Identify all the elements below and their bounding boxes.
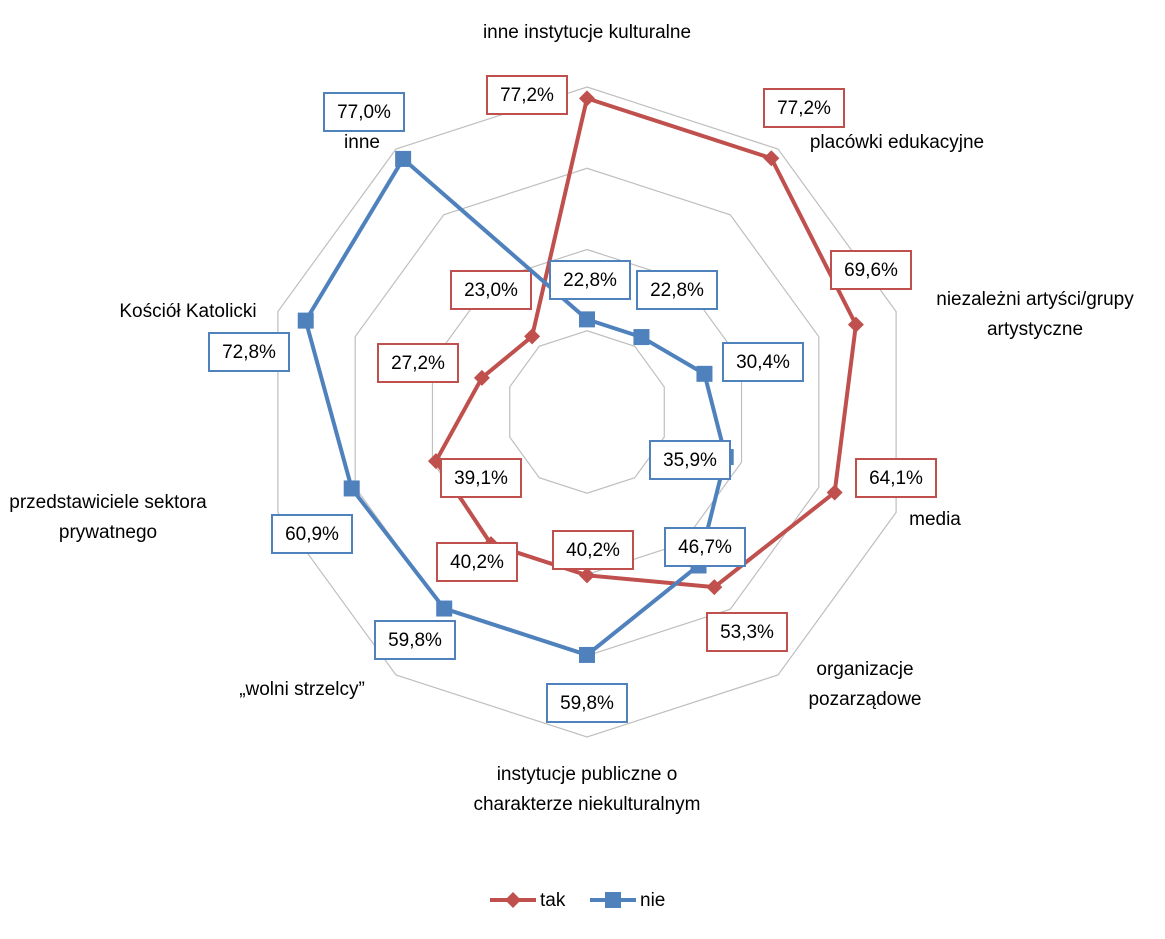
value-label: 40,2% (450, 552, 504, 573)
value-label: 30,4% (736, 352, 790, 373)
value-label-box (440, 458, 522, 498)
value-label-box (649, 440, 731, 480)
value-label: 22,8% (563, 270, 617, 291)
marker (395, 150, 412, 167)
category-label: przedstawiciele sektora prywatnego (9, 492, 207, 543)
value-label: 60,9% (285, 524, 339, 545)
value-label: 59,8% (388, 630, 442, 651)
grid-ring (509, 330, 665, 494)
value-label: 72,8% (222, 342, 276, 363)
value-label: 53,3% (720, 622, 774, 643)
value-label-box (636, 270, 718, 310)
value-label: 23,0% (464, 280, 518, 301)
marker (633, 329, 650, 346)
category-label: inne instytucje kulturalne (482, 22, 692, 43)
value-label: 77,2% (500, 85, 554, 106)
value-label: 64,1% (869, 468, 923, 489)
category-label: inne (344, 132, 380, 153)
marker (579, 646, 595, 663)
marker (696, 365, 713, 382)
value-label-box (549, 260, 631, 300)
value-label-box (450, 270, 532, 310)
value-label-box (436, 542, 518, 582)
value-label: 35,9% (663, 450, 717, 471)
marker (826, 484, 843, 501)
value-label-box (486, 75, 568, 115)
value-label: 77,2% (777, 98, 831, 119)
value-label: 27,2% (391, 353, 445, 374)
category-label: media (909, 509, 961, 530)
category-label: niezależni artyści/grupy artystyczne (936, 289, 1134, 340)
value-label-box (830, 250, 912, 290)
marker (579, 567, 595, 584)
marker (579, 90, 595, 107)
marker (297, 312, 314, 329)
value-label-box (208, 332, 290, 372)
marker (427, 453, 444, 470)
category-label: „wolni strzelcy” (239, 679, 365, 700)
marker (524, 328, 541, 345)
value-label: 39,1% (454, 468, 508, 489)
value-label-box (722, 342, 804, 382)
value-label: 69,6% (844, 260, 898, 281)
value-label-box (763, 88, 845, 128)
value-label-box (855, 458, 937, 498)
marker (579, 311, 595, 328)
value-label: 46,7% (678, 537, 732, 558)
category-label: placówki edukacyjne (809, 132, 985, 153)
value-label-box (546, 683, 628, 723)
value-label: 77,0% (337, 102, 391, 123)
category-label: instytucje publiczne o charakterze nieku… (473, 764, 701, 815)
marker (847, 316, 864, 333)
value-label: 59,8% (560, 693, 614, 714)
value-label-box (271, 514, 353, 554)
marker (343, 480, 360, 497)
marker (706, 579, 723, 596)
value-label-box (706, 612, 788, 652)
category-label: Kościół Katolicki (119, 301, 257, 322)
value-label: 22,8% (650, 280, 704, 301)
legend-label: nie (640, 890, 665, 911)
value-label-box (552, 530, 634, 570)
legend-marker (505, 892, 521, 908)
legend-marker (605, 892, 621, 908)
value-label-box (323, 92, 405, 132)
marker (763, 150, 780, 167)
marker (473, 369, 490, 386)
value-label-box (664, 527, 746, 567)
value-label: 40,2% (566, 540, 620, 561)
legend-label: tak (540, 890, 566, 911)
value-label-box (374, 620, 456, 660)
value-label-box (377, 343, 459, 383)
category-label: organizacje pozarządowe (808, 659, 922, 710)
marker (436, 600, 453, 617)
grid-ring (277, 86, 897, 738)
